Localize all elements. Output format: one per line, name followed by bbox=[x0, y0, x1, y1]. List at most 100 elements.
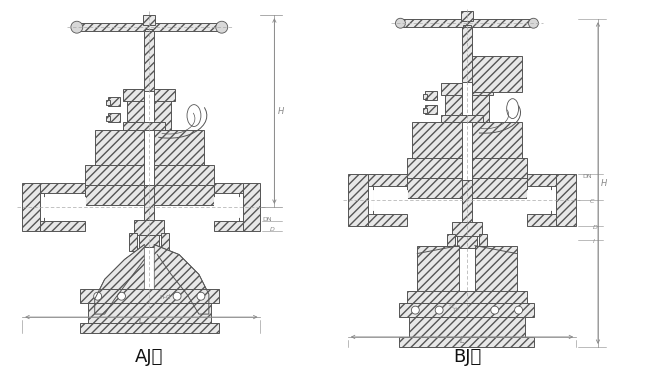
Circle shape bbox=[491, 306, 499, 314]
Polygon shape bbox=[348, 174, 368, 226]
Polygon shape bbox=[441, 83, 462, 95]
Text: L: L bbox=[139, 316, 144, 325]
Polygon shape bbox=[40, 221, 84, 231]
Polygon shape bbox=[144, 31, 154, 91]
Polygon shape bbox=[84, 185, 144, 205]
Polygon shape bbox=[135, 220, 164, 235]
Polygon shape bbox=[423, 108, 427, 112]
Polygon shape bbox=[95, 245, 144, 314]
Polygon shape bbox=[214, 197, 239, 217]
Text: L: L bbox=[460, 336, 464, 345]
Text: D: D bbox=[269, 227, 274, 232]
Polygon shape bbox=[368, 174, 408, 186]
Polygon shape bbox=[154, 89, 175, 101]
Polygon shape bbox=[447, 234, 455, 252]
Text: AJ型: AJ型 bbox=[135, 348, 164, 366]
Circle shape bbox=[216, 21, 228, 33]
Polygon shape bbox=[108, 112, 120, 122]
Polygon shape bbox=[80, 323, 219, 333]
Polygon shape bbox=[472, 83, 489, 122]
Circle shape bbox=[436, 306, 443, 314]
Polygon shape bbox=[417, 245, 459, 297]
Text: H: H bbox=[278, 106, 283, 116]
Polygon shape bbox=[80, 23, 219, 31]
Polygon shape bbox=[441, 114, 483, 122]
Polygon shape bbox=[400, 303, 534, 317]
Ellipse shape bbox=[187, 105, 201, 127]
Polygon shape bbox=[40, 193, 44, 221]
Text: n-d: n-d bbox=[447, 302, 460, 314]
Polygon shape bbox=[462, 27, 472, 82]
Polygon shape bbox=[461, 11, 473, 21]
Polygon shape bbox=[479, 234, 487, 252]
Polygon shape bbox=[239, 193, 242, 221]
Polygon shape bbox=[462, 180, 472, 225]
Polygon shape bbox=[526, 174, 556, 186]
Polygon shape bbox=[526, 190, 551, 210]
Polygon shape bbox=[154, 165, 214, 185]
Text: D: D bbox=[593, 225, 598, 230]
Polygon shape bbox=[80, 289, 219, 303]
Polygon shape bbox=[108, 97, 120, 106]
Polygon shape bbox=[146, 29, 153, 35]
Polygon shape bbox=[127, 89, 144, 130]
Polygon shape bbox=[40, 183, 84, 193]
Polygon shape bbox=[95, 130, 144, 165]
Polygon shape bbox=[88, 303, 211, 323]
Ellipse shape bbox=[506, 99, 519, 119]
Polygon shape bbox=[425, 105, 437, 114]
Polygon shape bbox=[412, 122, 462, 158]
Polygon shape bbox=[105, 100, 110, 104]
Polygon shape bbox=[242, 183, 261, 231]
Polygon shape bbox=[84, 165, 144, 185]
Circle shape bbox=[515, 306, 523, 314]
Polygon shape bbox=[463, 25, 471, 31]
Polygon shape bbox=[105, 116, 110, 120]
Polygon shape bbox=[410, 317, 525, 337]
Circle shape bbox=[528, 18, 538, 28]
Circle shape bbox=[94, 292, 101, 300]
Text: l: l bbox=[593, 239, 595, 244]
Polygon shape bbox=[124, 122, 165, 130]
Polygon shape bbox=[472, 158, 526, 178]
Circle shape bbox=[411, 306, 419, 314]
Polygon shape bbox=[445, 83, 462, 122]
Polygon shape bbox=[408, 291, 526, 303]
Polygon shape bbox=[154, 245, 209, 314]
Polygon shape bbox=[472, 178, 526, 198]
Polygon shape bbox=[551, 184, 556, 216]
Polygon shape bbox=[457, 236, 477, 248]
Polygon shape bbox=[425, 91, 437, 100]
Polygon shape bbox=[472, 56, 521, 92]
Polygon shape bbox=[372, 190, 408, 210]
Circle shape bbox=[197, 292, 205, 300]
Polygon shape bbox=[472, 122, 521, 158]
Polygon shape bbox=[144, 185, 154, 235]
Text: H: H bbox=[601, 179, 607, 188]
Text: DN: DN bbox=[582, 174, 592, 179]
Polygon shape bbox=[404, 19, 530, 27]
Polygon shape bbox=[44, 197, 84, 217]
Polygon shape bbox=[368, 184, 372, 216]
Circle shape bbox=[71, 21, 83, 33]
Polygon shape bbox=[214, 183, 242, 193]
Polygon shape bbox=[526, 214, 556, 226]
Polygon shape bbox=[452, 222, 482, 236]
Circle shape bbox=[118, 292, 125, 300]
Circle shape bbox=[395, 18, 406, 28]
Polygon shape bbox=[129, 233, 137, 250]
Polygon shape bbox=[22, 183, 40, 231]
Polygon shape bbox=[400, 337, 534, 347]
Polygon shape bbox=[144, 15, 155, 25]
Polygon shape bbox=[139, 235, 159, 247]
Polygon shape bbox=[214, 221, 242, 231]
Polygon shape bbox=[408, 158, 462, 178]
Polygon shape bbox=[124, 89, 144, 101]
Text: C: C bbox=[590, 200, 594, 204]
Text: BJ型: BJ型 bbox=[453, 348, 481, 366]
Polygon shape bbox=[154, 89, 171, 130]
Text: n-d: n-d bbox=[159, 294, 170, 300]
Polygon shape bbox=[161, 233, 169, 250]
Polygon shape bbox=[475, 245, 517, 297]
Polygon shape bbox=[408, 178, 462, 198]
